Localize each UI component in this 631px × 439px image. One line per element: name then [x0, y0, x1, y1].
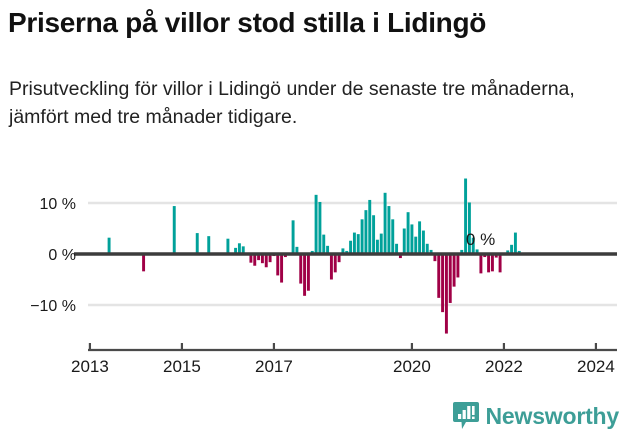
chart-bar — [237, 243, 241, 254]
chart-bar — [506, 250, 510, 254]
chart-bar — [383, 192, 387, 254]
chart-bar — [276, 254, 280, 276]
chart-bar — [299, 254, 303, 284]
chart-bar — [494, 254, 498, 258]
chart-bar — [444, 254, 448, 334]
x-tick-label: 2017 — [255, 357, 293, 376]
chart-bar — [498, 254, 502, 273]
chart-bar — [318, 201, 322, 254]
chart-bar — [421, 230, 425, 254]
chart-annotation: 0 % — [466, 230, 495, 249]
chart-bar — [195, 233, 199, 254]
chart-bar — [513, 232, 517, 254]
x-tick-label: 2022 — [485, 357, 523, 376]
chart-bar — [372, 215, 376, 254]
x-tick-label: 2020 — [393, 357, 431, 376]
chart-bar — [441, 254, 445, 313]
chart-bar — [306, 254, 310, 291]
chart-bar — [475, 249, 479, 254]
chart-bar — [479, 254, 483, 274]
chart-bar — [280, 254, 284, 283]
chart-bar — [264, 254, 268, 268]
bar-chart: 10 % 0 % −10 % 2013 2015 2017 2020 2022 2024 0 … — [0, 165, 631, 390]
chart-bar — [356, 234, 360, 254]
chart-bar — [291, 220, 295, 254]
x-tick-label: 2024 — [577, 357, 615, 376]
chart-bar — [268, 254, 272, 263]
newsworthy-logo[interactable]: Newsworthy — [452, 401, 620, 431]
chart-bar — [349, 240, 353, 254]
chart-bar — [249, 254, 253, 263]
chart-bar — [395, 243, 399, 254]
chart-bar — [437, 254, 441, 298]
chart-bar — [107, 237, 111, 254]
chart-bar — [364, 210, 368, 254]
chart-gridlines — [88, 201, 617, 307]
chart-bar — [391, 219, 395, 254]
chart-bar — [257, 254, 261, 261]
chart-y-axis-labels: 10 % 0 % −10 % — [30, 196, 76, 315]
chart-bar — [326, 245, 330, 254]
chart-svg: 10 % 0 % −10 % 2013 2015 2017 2020 2022 2024 0 … — [30, 178, 617, 376]
chart-bars — [107, 178, 521, 334]
chart-bar — [329, 254, 333, 280]
chart-bar — [333, 254, 337, 273]
chart-bar — [460, 249, 464, 254]
chart-bar — [379, 233, 383, 254]
chart-bar — [360, 219, 364, 254]
page-subtitle: Prisutveckling för villor i Lidingö unde… — [9, 78, 575, 128]
chart-bar — [398, 254, 402, 259]
chart-bar — [402, 228, 406, 254]
chart-bar — [410, 224, 414, 254]
chart-bar — [352, 232, 356, 254]
x-tick-label: 2015 — [163, 357, 201, 376]
chart-bar — [341, 248, 345, 254]
chart-bar — [464, 178, 468, 254]
chart-bar — [253, 254, 257, 266]
chart-bar — [429, 249, 433, 254]
chart-bar — [234, 247, 238, 254]
page-title: Priserna på villor stod stilla i Lidingö — [8, 7, 487, 38]
chart-bar — [207, 236, 211, 254]
chart-bar — [375, 239, 379, 254]
x-tick-label: 2013 — [71, 357, 109, 376]
chart-bar — [406, 212, 410, 254]
chart-bar — [314, 194, 318, 254]
chart-bar — [303, 254, 307, 296]
y-tick-label: 10 % — [40, 196, 76, 213]
chart-bar — [448, 254, 452, 303]
chart-x-axis: 2013 2015 2017 2020 2022 2024 — [71, 343, 617, 376]
chart-bar — [425, 243, 429, 254]
chart-bar — [172, 206, 176, 254]
chart-bar — [241, 246, 245, 254]
y-tick-label: 0 % — [48, 247, 76, 264]
chart-bar — [368, 199, 372, 254]
chart-bar — [322, 234, 326, 254]
brand-name: Newsworthy — [485, 403, 620, 429]
chart-bar — [471, 237, 475, 254]
chart-bar — [260, 254, 264, 264]
chart-bar — [433, 254, 437, 262]
chart-bar — [487, 254, 491, 273]
chart-bar — [452, 254, 456, 287]
y-tick-label: −10 % — [30, 298, 76, 315]
chart-bar — [456, 254, 460, 278]
chart-bar — [467, 202, 471, 254]
chart-bar — [418, 221, 422, 254]
chart-bar — [142, 254, 146, 272]
chart-bar — [226, 238, 230, 254]
chart-footer: Newsworthy — [0, 391, 631, 439]
chart-bar — [510, 244, 514, 254]
chart-value-annotation: 0 % — [466, 230, 495, 249]
chart-bar — [414, 236, 418, 254]
chart-bar — [490, 254, 494, 272]
chart-bar — [295, 246, 299, 254]
newsworthy-bar-chart-bubble-icon — [452, 402, 479, 429]
chart-bar — [337, 254, 341, 263]
chart-bar — [387, 206, 391, 254]
